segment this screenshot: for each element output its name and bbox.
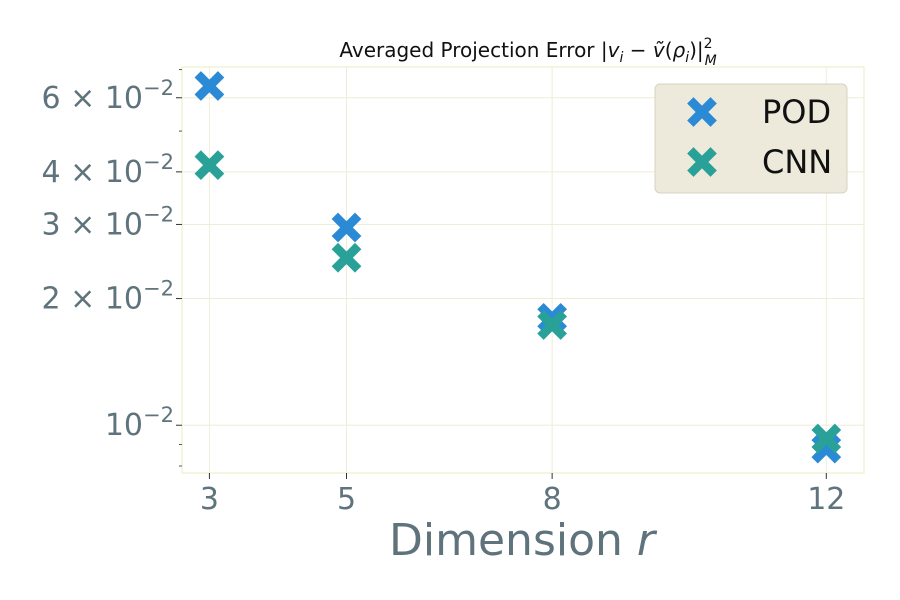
grid <box>182 67 864 473</box>
cnn-point <box>811 423 842 454</box>
data-points <box>194 71 842 464</box>
legend-pod-label: POD <box>762 93 831 131</box>
y-tick-label: 10−2 <box>105 403 174 443</box>
legend-pod-marker <box>687 97 717 127</box>
x-tick-label: 8 <box>543 482 562 517</box>
y-tick-label: 3 × 10−2 <box>42 202 174 242</box>
x-tick-label: 12 <box>807 482 845 517</box>
x-tick-label: 3 <box>200 482 219 517</box>
cnn-point <box>331 242 362 273</box>
pod-point <box>331 212 362 243</box>
cnn-point <box>194 150 225 181</box>
chart-title: Averaged Projection Error |vi − ṽ(ρi)|2 M <box>339 36 716 69</box>
y-tick-label: 6 × 10−2 <box>42 76 174 116</box>
x-tick-label: 5 <box>337 482 356 517</box>
pod-point <box>194 71 225 101</box>
x-axis-label: Dimension r <box>389 515 658 566</box>
y-tick-label: 4 × 10−2 <box>42 150 174 190</box>
plot-frame <box>181 66 865 474</box>
axis-ticks: 3 5 8 12 6 × 10−2 4 × 10−2 3 × 10−2 2 × 10−2 10−… <box>42 69 845 517</box>
cnn-point <box>537 310 567 340</box>
y-tick-label: 2 × 10−2 <box>42 277 174 317</box>
legend: POD CNN <box>654 83 848 194</box>
legend-cnn-label: CNN <box>762 143 832 181</box>
legend-cnn-marker <box>687 147 717 177</box>
